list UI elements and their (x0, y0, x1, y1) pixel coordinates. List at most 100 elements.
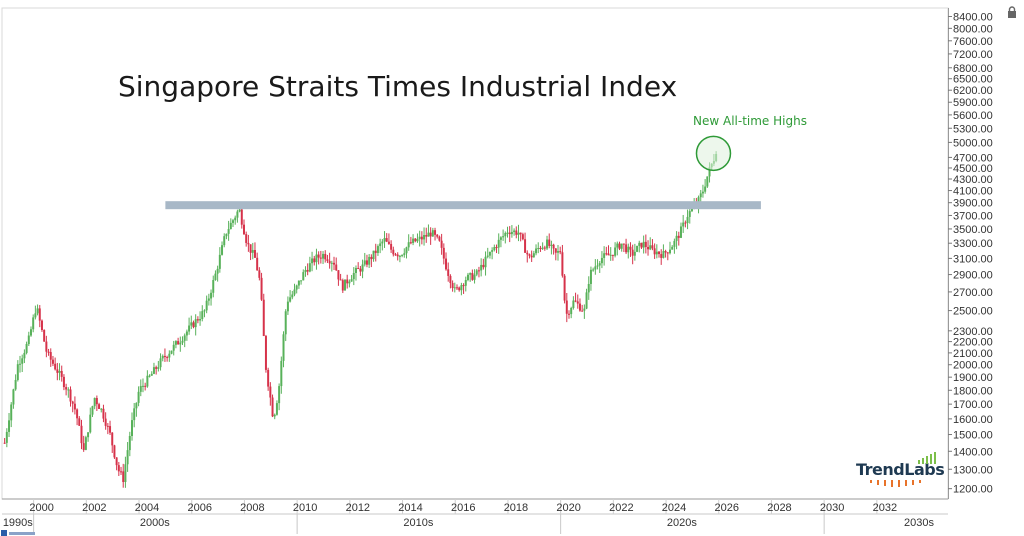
candle-body-up (600, 257, 603, 264)
candle-body-down (519, 232, 522, 235)
candle-body-down (76, 409, 79, 419)
candle-body-down (95, 398, 98, 405)
candle-body-down (554, 248, 557, 253)
candle-body-down (109, 426, 112, 433)
candle-body-up (130, 420, 133, 436)
x-tick-label: 2000 (29, 502, 53, 514)
candle-body-down (677, 235, 680, 238)
candle-body-down (177, 341, 180, 345)
candle-body-down (543, 247, 546, 249)
candle-body-down (374, 250, 377, 253)
candle-body-up (302, 272, 305, 281)
candle-body-down (622, 243, 625, 245)
candle-body-up (673, 240, 676, 247)
candle-body-up (89, 414, 92, 433)
candle-body-up (181, 340, 184, 343)
logo-bars-icon (918, 452, 936, 464)
candle-body-up (159, 358, 162, 368)
candle-body-up (205, 300, 208, 311)
candle-body-up (383, 238, 386, 242)
candle-body-up (662, 251, 665, 258)
candle-body-up (210, 292, 213, 299)
candles-layer (3, 151, 718, 488)
candle-body-down (647, 246, 650, 250)
candle-body-down (328, 260, 331, 264)
candle-body-up (91, 406, 94, 415)
candle-body-down (449, 275, 452, 284)
logo-wordmark: TrendLabs (856, 460, 945, 479)
candle-body-up (401, 254, 404, 256)
candle-body-up (297, 280, 300, 286)
candle-body-down (548, 239, 551, 246)
candle-body-up (214, 273, 217, 281)
candle-body-down (508, 232, 511, 235)
candle-body-down (256, 257, 259, 271)
candle-body-up (183, 335, 186, 341)
candle-body-down (49, 352, 52, 360)
x-tick-label: 2028 (767, 502, 791, 514)
candle-body-up (592, 269, 595, 271)
candle-body-down (578, 303, 581, 311)
y-tick-label: 2900.00 (953, 270, 993, 282)
candle-body-up (185, 331, 188, 336)
candle-body-down (245, 234, 248, 243)
candle-body-up (682, 222, 685, 227)
time-axis[interactable]: 2000 2002 2004 2006 2008 2010 2012 2014 2016 2018… (2, 498, 948, 534)
candle-body-up (572, 300, 575, 309)
candle-body-up (311, 258, 314, 264)
y-tick-label: 1200.00 (953, 484, 993, 496)
candle-body-down (477, 270, 480, 272)
x-tick-label: 2010 (293, 502, 317, 514)
x-tick-label: 2018 (504, 502, 528, 514)
x-tick-label: 2004 (135, 502, 159, 514)
candle-body-up (609, 254, 612, 256)
candle-body-up (541, 247, 544, 249)
logo-underline-icon (870, 480, 921, 487)
y-tick-label: 7200.00 (953, 49, 993, 61)
candle-body-up (686, 216, 689, 223)
candle-body-up (603, 253, 606, 258)
candle-body-up (10, 404, 13, 421)
candle-body-down (440, 240, 443, 248)
candle-body-down (43, 330, 46, 342)
candle-body-up (234, 217, 237, 221)
chart-title: Singapore Straits Times Industrial Index (118, 70, 678, 103)
candle-body-up (379, 243, 382, 247)
candle-body-up (381, 241, 384, 244)
candle-body-down (445, 258, 448, 270)
candle-body-down (629, 246, 632, 250)
candle-body-up (636, 245, 639, 252)
candle-body-up (706, 176, 709, 187)
candle-body-up (491, 250, 494, 252)
candle-body-down (653, 248, 656, 255)
x-tick-label: 2016 (451, 502, 475, 514)
candle-body-down (45, 341, 48, 352)
candle-body-up (431, 230, 434, 237)
candle-body-down (664, 251, 667, 253)
y-tick-label: 8400.00 (953, 12, 993, 24)
candle-body-up (157, 367, 160, 369)
y-tick-label: 3300.00 (953, 238, 993, 250)
candle-body-up (344, 279, 347, 291)
lock-icon[interactable] (1007, 6, 1017, 18)
trendlabs-logo: TrendLabs (856, 452, 946, 488)
y-tick-label: 1900.00 (953, 372, 993, 384)
y-tick-label: 2100.00 (953, 348, 993, 360)
candle-body-up (699, 193, 702, 198)
candle-body-down (346, 279, 349, 284)
candle-body-up (616, 243, 619, 248)
candle-body-up (466, 274, 469, 281)
candle-body-up (161, 355, 164, 359)
candle-body-up (139, 385, 142, 392)
price-axis[interactable]: 1200.00 1300.00 1400.00 1500.00 1600.00 1700.… (948, 8, 993, 499)
candle-body-up (168, 353, 171, 358)
candle-body-up (190, 322, 193, 326)
x-tick-label: 2014 (398, 502, 422, 514)
candle-body-down (359, 268, 362, 272)
y-tick-label: 2500.00 (953, 306, 993, 318)
candle-body-up (216, 268, 219, 274)
candle-body-up (649, 245, 652, 250)
candle-body-up (19, 363, 22, 365)
candle-body-up (322, 253, 325, 259)
candle-body-up (67, 389, 70, 391)
